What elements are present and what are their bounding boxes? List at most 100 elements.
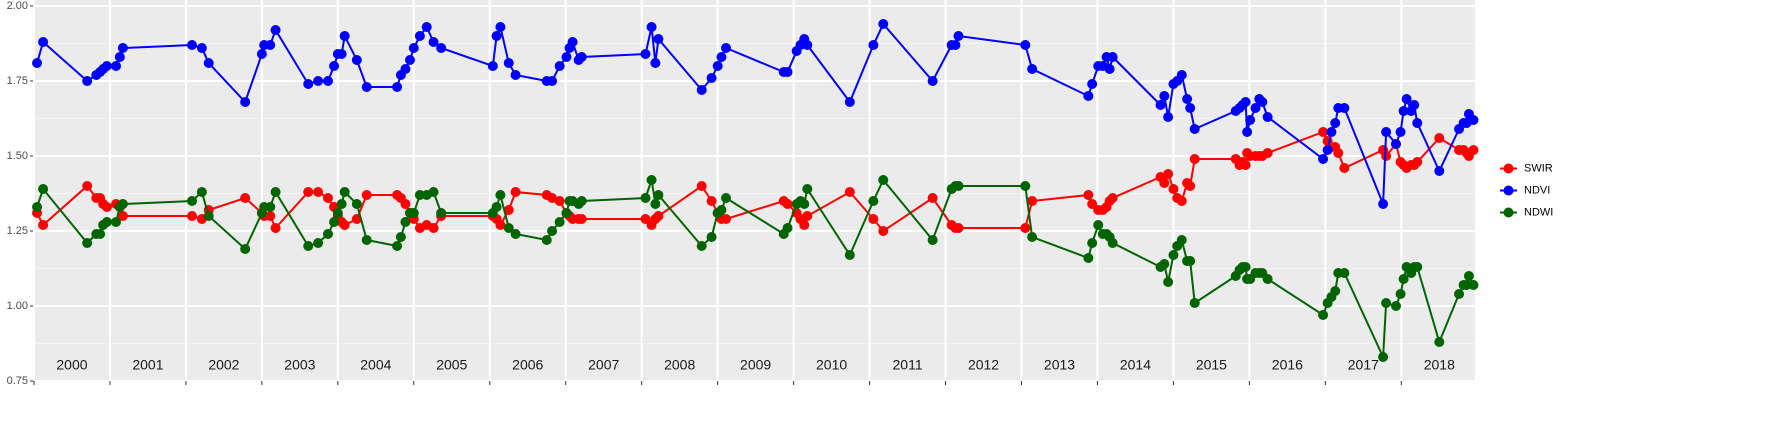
data-point [1027,196,1038,206]
data-point [1390,301,1401,311]
data-point [950,40,961,50]
data-point [361,235,372,245]
data-point [313,187,324,197]
data-point [336,49,347,59]
data-point [799,199,810,209]
data-point [111,61,122,71]
data-point [1182,94,1193,104]
data-point [503,58,514,68]
data-point [1434,337,1445,347]
data-point [329,61,340,71]
data-point [196,43,207,53]
data-point [1168,250,1179,260]
data-point [187,40,198,50]
data-point [1318,310,1329,320]
data-point [1242,127,1253,137]
data-point [111,217,122,227]
y-tick-label: 1.00 [7,300,28,312]
year-label: 2003 [284,357,315,373]
data-point [322,229,333,239]
data-point [646,22,657,32]
data-point [1087,199,1098,209]
data-point [554,217,565,227]
data-point [351,199,362,209]
data-point [802,211,813,221]
data-point [495,190,506,200]
data-point [1398,274,1409,284]
y-tick-label: 0.75 [7,375,28,387]
y-tick-label: 1.75 [7,75,28,87]
data-point [1330,118,1341,128]
data-point [339,220,350,230]
year-label: 2015 [1196,357,1227,373]
data-point [1381,298,1392,308]
data-point [802,40,813,50]
data-point [101,217,112,227]
data-point [706,232,717,242]
data-point [927,193,938,203]
data-point [1176,235,1187,245]
data-point [712,61,723,71]
data-point [361,82,372,92]
data-point [1339,268,1350,278]
data-point [721,43,732,53]
data-point [1412,262,1423,272]
data-point [868,196,879,206]
data-point [1176,70,1187,80]
data-point [117,199,128,209]
data-point [696,241,707,251]
data-point [240,193,251,203]
data-point [303,187,314,197]
data-point [1083,253,1094,263]
data-point [1107,52,1118,62]
data-point [503,205,514,215]
year-label: 2006 [512,357,543,373]
data-point [491,31,502,41]
data-point [487,61,498,71]
data-point [400,199,411,209]
year-label: 2011 [893,357,923,373]
data-point [696,85,707,95]
data-point [38,220,49,230]
data-point [1159,178,1170,188]
data-point [117,43,128,53]
data-point [1240,262,1251,272]
data-point [303,79,314,89]
data-point [1434,133,1445,143]
data-point [721,214,732,224]
plot-panel [34,0,1475,381]
data-point [414,31,425,41]
year-label: 2007 [588,357,619,373]
data-point [270,25,281,35]
data-point [1412,157,1423,167]
data-point [868,40,879,50]
data-point [802,184,813,194]
data-point [1027,64,1038,74]
data-point [799,220,810,230]
data-point [1378,199,1389,209]
data-point [1240,97,1251,107]
data-point [878,226,889,236]
data-point [256,49,267,59]
data-point [114,52,125,62]
data-point [1159,259,1170,269]
data-point [1083,91,1094,101]
data-point [187,196,198,206]
data-point [844,97,855,107]
legend-key-point [1503,185,1514,196]
year-label: 2000 [56,357,87,373]
year-label: 2017 [1348,357,1379,373]
data-point [716,52,727,62]
data-point [1257,97,1268,107]
year-label: 2002 [208,357,239,373]
data-point [547,226,558,236]
data-point [203,211,214,221]
data-point [554,61,565,71]
data-point [187,211,198,221]
data-point [1093,220,1104,230]
data-point [322,76,333,86]
data-point [1020,40,1031,50]
data-point [336,199,347,209]
data-point [576,52,587,62]
year-label: 2016 [1272,357,1303,373]
